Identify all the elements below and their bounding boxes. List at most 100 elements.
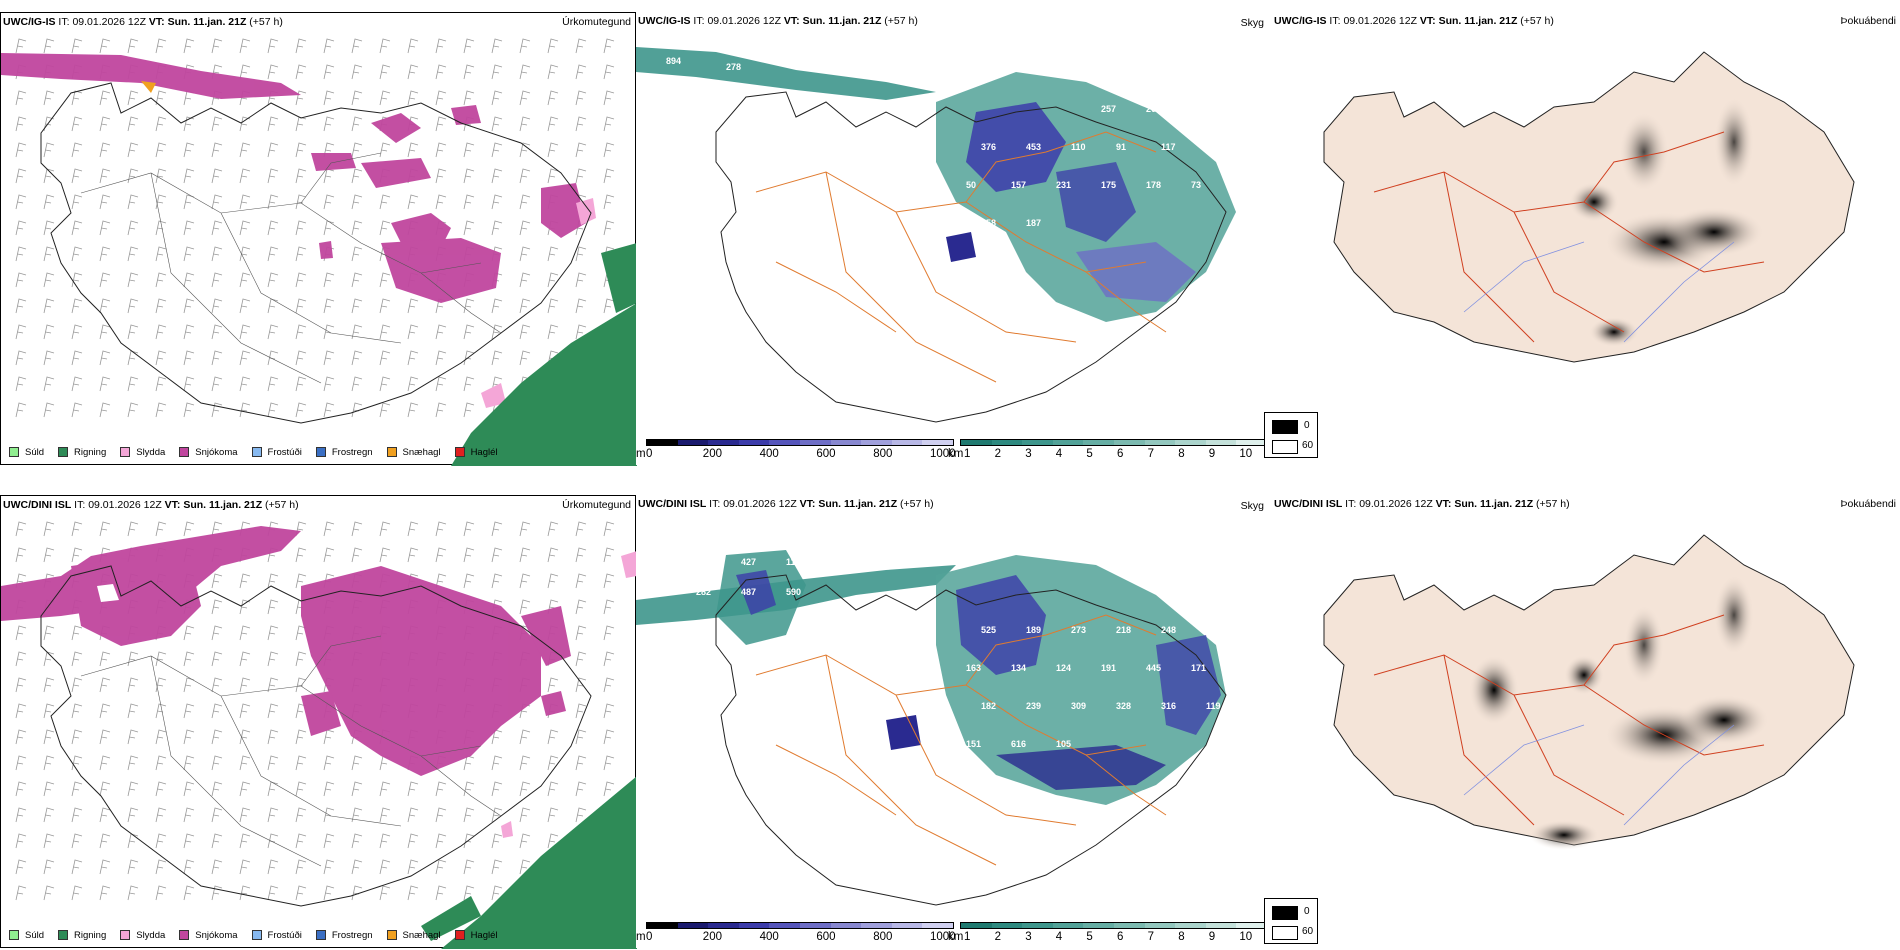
cloud-height-label: 282: [696, 587, 711, 597]
model-name: UWC/DINI ISL: [638, 498, 707, 510]
coastline: [40, 82, 592, 424]
scale-tick: 9: [1208, 448, 1216, 460]
it-label: IT:: [1329, 15, 1341, 27]
cloud-height-label: 175: [1101, 180, 1116, 190]
cloud-height-label: 31: [1191, 104, 1201, 114]
wind-barb: [435, 90, 447, 106]
fog-panel-top: Þokuábendi 0 60: [1264, 12, 1900, 465]
wind-barb: [15, 142, 27, 158]
wind-barb: [183, 703, 195, 719]
scale-tick: 8: [1178, 448, 1185, 460]
wind-barb: [351, 521, 363, 537]
wind-barb: [155, 142, 167, 158]
panel-title: UWC/IG-IS IT: 09.01.2026 12Z VT: Sun. 11…: [1274, 15, 1554, 27]
wind-barb: [71, 859, 83, 875]
cloud-map-top: 894 278 196 257 208 31 376 453 110 91 117 109 50 157 2…: [636, 47, 1236, 423]
wind-barb: [547, 64, 559, 80]
wind-barb: [547, 116, 559, 132]
wind-barb: [127, 194, 139, 210]
wind-barb: [351, 324, 363, 340]
wind-barb: [267, 833, 279, 849]
cloud-height-label: 151: [966, 739, 981, 749]
wind-barb: [351, 194, 363, 210]
wind-barb: [183, 116, 195, 132]
model-name: UWC/IG-IS: [3, 16, 56, 28]
legend-swatch: [386, 930, 397, 940]
precip-legend: Súld Rigning Slydda Snjókoma Frostúði Frostre…: [1, 441, 504, 463]
cloud-height-label: 376: [981, 142, 996, 152]
wind-barb: [71, 350, 83, 366]
wind-barb: [43, 755, 55, 771]
vt-value: Sun. 11.jan. 21Z: [1454, 498, 1534, 510]
wind-barb: [575, 38, 587, 54]
scale-swatch: [891, 440, 923, 445]
wind-barb: [435, 142, 447, 158]
wind-barb: [267, 651, 279, 667]
wind-barb: [15, 194, 27, 210]
lead-time: (+57 h): [265, 499, 299, 511]
wind-barb: [547, 547, 559, 563]
wind-barb: [435, 376, 447, 392]
wind-barb: [239, 625, 251, 641]
it-label: IT:: [709, 498, 721, 510]
wind-barb: [99, 38, 111, 54]
visibility-scale: [960, 439, 1268, 446]
cloud-height-label: 427: [741, 557, 756, 567]
wind-barb: [267, 324, 279, 340]
wind-barb: [491, 521, 503, 537]
wind-barb: [99, 729, 111, 745]
wind-barb: [295, 885, 307, 901]
wind-barb: [547, 677, 559, 693]
wind-barb: [71, 521, 83, 537]
wind-barb: [295, 90, 307, 106]
wind-barb: [211, 402, 223, 418]
scale-swatch: [922, 923, 953, 928]
scale-tick: 200: [702, 931, 722, 943]
legend-item: Snjókoma: [179, 930, 238, 941]
wind-barb: [211, 272, 223, 288]
wind-barb: [71, 651, 83, 667]
wind-barb: [15, 402, 27, 418]
wind-barb: [407, 298, 419, 314]
panel-title: UWC/DINI ISL IT: 09.01.2026 12Z VT: Sun.…: [1274, 498, 1570, 510]
wind-barb: [519, 38, 531, 54]
legend-item: Súld: [9, 447, 44, 458]
model-name: UWC/IG-IS: [638, 15, 691, 27]
wind-barb: [295, 168, 307, 184]
cloud-height-label: 187: [1026, 218, 1041, 228]
wind-barb: [239, 298, 251, 314]
wind-barb: [43, 90, 55, 106]
wind-barb: [15, 90, 27, 106]
wind-barb: [211, 142, 223, 158]
wind-barb: [239, 246, 251, 262]
scale-swatch: [738, 923, 770, 928]
cloud-height-label: 257: [1101, 104, 1116, 114]
wind-barb: [351, 90, 363, 106]
wind-barb: [43, 272, 55, 288]
wind-barb: [603, 64, 615, 80]
field-title: Úrkomutegund: [562, 499, 631, 511]
wind-barb: [71, 703, 83, 719]
legend-item: Slydda: [120, 930, 165, 941]
wind-barb: [463, 781, 475, 797]
wind-barb: [183, 781, 195, 797]
wind-barb: [127, 807, 139, 823]
wind-barb: [183, 168, 195, 184]
scale-tick: 10: [1239, 931, 1253, 943]
wind-barb: [211, 116, 223, 132]
wind-barb: [239, 116, 251, 132]
wind-barb: [127, 324, 139, 340]
wind-barb: [43, 885, 55, 901]
wind-barb: [99, 168, 111, 184]
wind-barb: [127, 402, 139, 418]
wind-barb: [519, 298, 531, 314]
it-value: 09.01.2026 12Z: [1343, 15, 1417, 27]
wind-barb: [295, 64, 307, 80]
wind-barb: [211, 677, 223, 693]
wind-barb: [547, 298, 559, 314]
wind-barb: [295, 729, 307, 745]
it-label: IT:: [693, 15, 705, 27]
wind-barb: [547, 246, 559, 262]
wind-barb: [295, 272, 307, 288]
scale-tick: 1: [964, 448, 971, 460]
